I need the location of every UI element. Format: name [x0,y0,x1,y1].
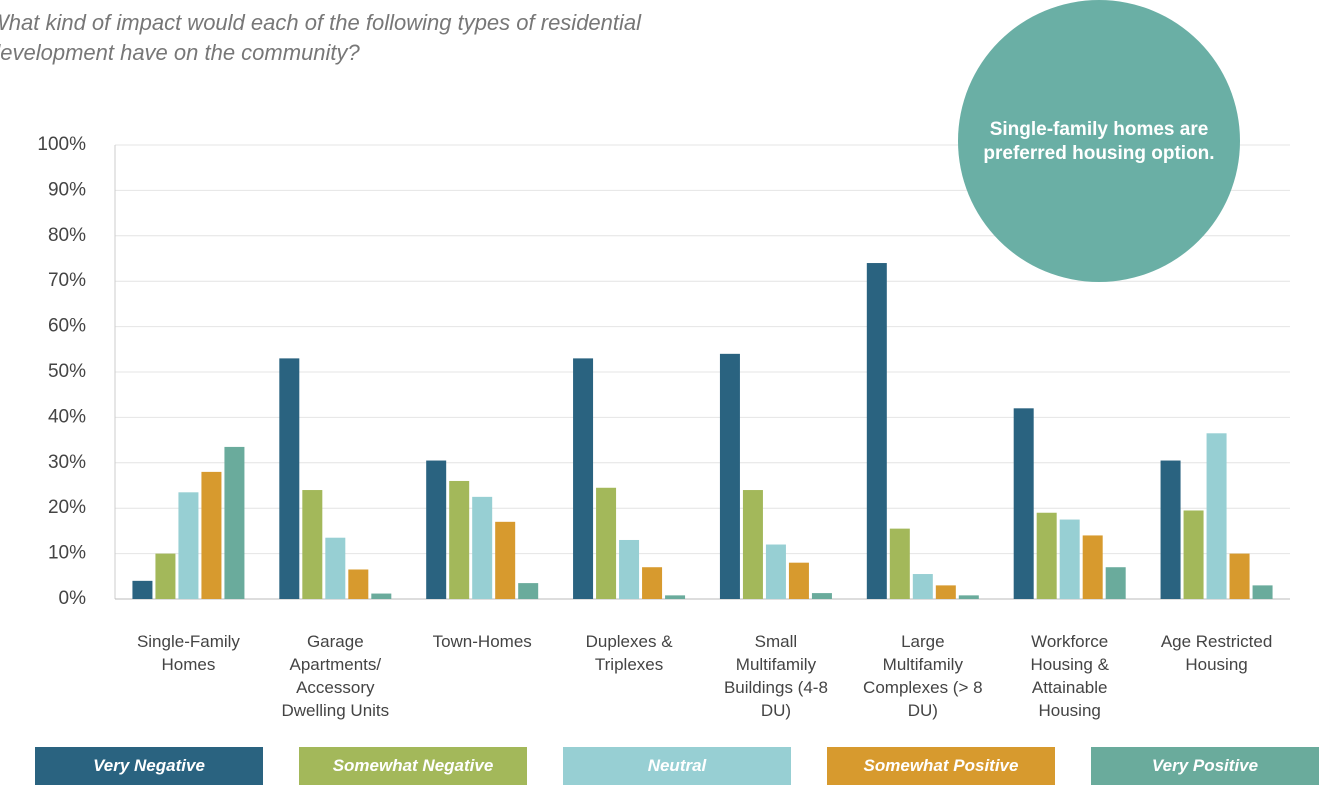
x-tick-label: Workforce Housing & Attainable Housing [1030,632,1109,720]
bar [935,585,956,599]
x-tick-label: Age Restricted Housing [1160,632,1273,674]
bar [596,487,617,599]
y-tick-label: 20% [48,497,86,518]
y-tick-label: 10% [48,543,86,564]
x-tick-label: Single-Family Homes [136,632,240,674]
bar [518,583,539,599]
bar [132,580,153,599]
bar [348,569,369,599]
bar [426,460,447,599]
x-tick-label: Small Multifamily Buildings (4-8 DU) [723,632,828,720]
bar [155,553,176,599]
bar [1183,510,1204,599]
bar [1036,512,1057,599]
bar [1082,535,1103,599]
legend-entry: Very Negative [35,747,263,785]
annotation: Single-family homes are preferred housin… [983,119,1215,164]
bar [1252,585,1273,599]
x-tick-label: Large Multifamily Complexes (> 8 DU) [863,632,983,720]
y-tick-label: 30% [48,452,86,473]
bar [201,471,222,599]
bar [889,528,910,599]
legend-entry: Very Positive [1091,747,1319,785]
bar [472,496,493,599]
bar [371,593,392,599]
bar [449,480,470,599]
y-tick-label: 0% [59,588,87,609]
bar [573,358,594,599]
x-tick-label: Garage Apartments/ Accessory Dwelling Un… [281,632,390,720]
bar [742,490,763,599]
y-tick-label: 60% [48,316,86,337]
bar [619,539,640,599]
y-tick-label: 100% [37,134,86,155]
bar [495,521,516,599]
bar [866,263,887,599]
annotation-circle: Single-family homes are preferred housin… [958,0,1240,282]
legend-entry: Somewhat Negative [299,747,527,785]
bar [1160,460,1181,599]
bar [665,595,686,599]
bar [788,562,809,599]
y-tick-label: 50% [48,361,86,382]
bar [912,574,933,599]
bar [765,544,786,599]
bar [1059,519,1080,599]
bar [1229,553,1250,599]
x-tick-label: Town-Homes [432,632,532,651]
bar [719,353,740,599]
chart-title: What kind of impact would each of the fo… [0,10,642,65]
bar [279,358,300,599]
bar [302,490,323,599]
bar [642,567,663,599]
x-tick-label: Duplexes & Triplexes [585,632,673,674]
legend-entry: Somewhat Positive [827,747,1055,785]
bar [1013,408,1034,599]
y-tick-label: 80% [48,225,86,246]
bar [811,593,832,599]
bar [178,492,199,599]
bar [224,446,245,599]
y-tick-label: 70% [48,270,86,291]
bar [1206,433,1227,599]
y-tick-label: 90% [48,179,86,200]
bar [958,595,979,599]
bar [325,537,346,599]
y-tick-label: 40% [48,406,86,427]
legend-entry: Neutral [563,747,791,785]
bar [1105,567,1126,599]
